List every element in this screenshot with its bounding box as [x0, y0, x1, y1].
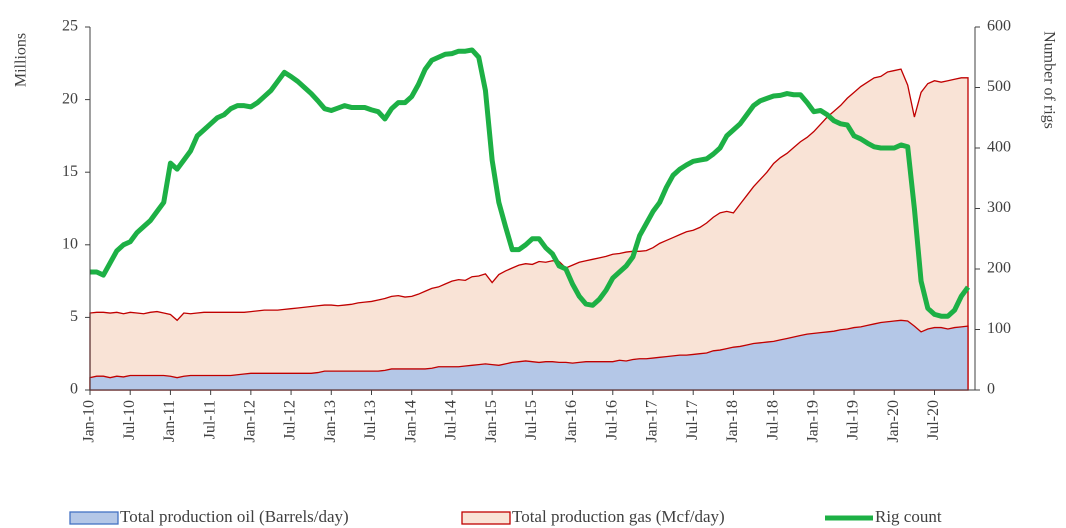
- x-tick-label: Jan-17: [644, 400, 661, 443]
- y-tick-label: 25: [62, 18, 78, 35]
- y2-axis-title: Number of rigs: [1040, 31, 1057, 129]
- legend-label: Total production gas (Mcf/day): [512, 507, 725, 526]
- y-tick-label: 15: [62, 163, 78, 180]
- y2-tick-label: 500: [987, 78, 1011, 95]
- y2-tick-label: 600: [987, 18, 1011, 35]
- y2-tick-label: 300: [987, 199, 1011, 216]
- x-tick-label: Jan-11: [161, 400, 178, 442]
- x-tick-label: Jul-12: [282, 400, 299, 440]
- y2-tick-label: 0: [987, 381, 995, 398]
- x-tick-label: Jul-20: [925, 400, 942, 440]
- x-tick-label: Jan-14: [402, 400, 419, 443]
- x-tick-label: Jul-19: [845, 400, 862, 440]
- x-tick-label: Jan-20: [885, 400, 902, 443]
- x-tick-label: Jan-16: [563, 400, 580, 443]
- x-tick-label: Jul-17: [684, 400, 701, 440]
- x-tick-label: Jul-18: [764, 400, 781, 440]
- x-tick-label: Jul-13: [362, 400, 379, 440]
- y-tick-label: 5: [70, 308, 78, 325]
- x-tick-label: Jan-15: [483, 400, 500, 443]
- x-tick-label: Jul-14: [443, 400, 460, 440]
- y2-tick-label: 400: [987, 139, 1011, 156]
- legend-label: Rig count: [875, 507, 942, 526]
- legend-label: Total production oil (Barrels/day): [120, 507, 349, 526]
- x-tick-label: Jul-10: [121, 400, 138, 440]
- x-tick-label: Jan-13: [322, 400, 339, 443]
- area: [89, 68, 969, 391]
- area: [89, 319, 969, 391]
- x-tick-label: Jan-12: [242, 400, 259, 443]
- x-tick-label: Jul-15: [523, 400, 540, 440]
- y-axis-title: Millions: [13, 33, 30, 87]
- legend-swatch: [69, 511, 119, 525]
- line: [90, 47, 971, 319]
- x-tick-label: Jul-11: [201, 400, 218, 439]
- x-tick-label: Jan-18: [724, 400, 741, 443]
- y2-tick-label: 200: [987, 260, 1011, 277]
- y2-tick-label: 100: [987, 320, 1011, 337]
- x-tick-label: Jan-10: [81, 400, 98, 443]
- y-tick-label: 10: [62, 235, 78, 252]
- legend-swatch: [461, 511, 511, 525]
- y-tick-label: 20: [62, 90, 78, 107]
- x-tick-label: Jan-19: [805, 400, 822, 443]
- x-tick-label: Jul-16: [603, 400, 620, 440]
- y-tick-label: 0: [70, 381, 78, 398]
